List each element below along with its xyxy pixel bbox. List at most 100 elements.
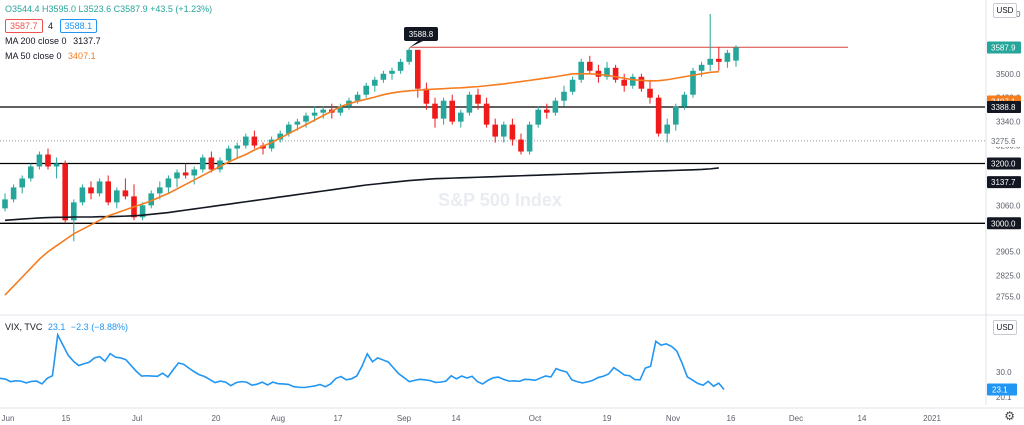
ma50-line xyxy=(4,70,719,296)
candle-body xyxy=(79,187,86,203)
candle-body xyxy=(354,94,361,101)
time-tick-label: Dec xyxy=(789,414,803,423)
candle-body xyxy=(234,145,240,149)
bid-ask-row: 3587.7 4 3588.1 xyxy=(5,19,212,34)
candle-body xyxy=(62,163,68,221)
price-tick-label: 2825.0 xyxy=(996,272,1021,281)
time-tick-label: Sep xyxy=(397,414,412,423)
ask-button[interactable]: 3588.1 xyxy=(59,19,98,33)
price-label: 3275.6 xyxy=(991,137,1016,146)
candle-body xyxy=(311,112,318,116)
candle-body xyxy=(200,157,206,170)
candle-body xyxy=(10,187,17,200)
candle-body xyxy=(569,79,576,92)
candle-body xyxy=(406,49,412,62)
ma50-label: MA 50 close 0 xyxy=(5,51,62,61)
price-tick-label: 3340.0 xyxy=(996,118,1021,127)
spread-value: 4 xyxy=(48,21,54,31)
candle-body xyxy=(647,88,653,98)
candle-body xyxy=(380,73,387,80)
vix-change: −2.3 (−8.88%) xyxy=(70,322,128,332)
time-tick-label: Aug xyxy=(271,414,285,423)
candle-body xyxy=(630,76,636,86)
vix-tick-label: 30.0 xyxy=(996,368,1012,377)
candle-body xyxy=(707,58,713,65)
candle-body xyxy=(432,103,438,119)
candle-body xyxy=(157,187,163,194)
callout-box xyxy=(404,27,438,41)
candle-body xyxy=(122,190,129,197)
price-label-box xyxy=(987,101,1021,114)
vix-axis[interactable]: 30.0 20.123.1 xyxy=(987,368,1017,402)
price-label-box xyxy=(987,217,1021,230)
candle-body xyxy=(552,100,559,113)
vix-legend[interactable]: VIX, TVC 23.1 −2.3 (−8.88%) xyxy=(5,322,128,332)
candle-body xyxy=(673,106,679,125)
vix-tick-label: 20.1 xyxy=(996,393,1012,402)
candle-body xyxy=(225,148,232,161)
candle-body xyxy=(174,172,180,179)
vix-value: 23.1 xyxy=(47,322,66,332)
candle-body xyxy=(53,163,60,167)
vix-last-label-box xyxy=(987,383,1017,396)
candle-body xyxy=(604,67,610,77)
candle-body xyxy=(415,49,421,89)
ma200-line xyxy=(4,167,719,222)
price-axis[interactable]: 3700.03500.03420.03340.03260.03060.02905… xyxy=(985,0,1021,405)
candle-body xyxy=(535,109,541,125)
candle-body xyxy=(286,124,292,134)
ma200-legend[interactable]: MA 200 close 0 3137.7 xyxy=(5,34,212,49)
time-axis[interactable]: Jun 15 Jul 20 Aug 17 Sep 14 Oct 19 Nov 16 Dec 14 2021 xyxy=(0,407,1024,423)
price-tick-label: 3060.0 xyxy=(996,201,1021,210)
gear-icon[interactable]: ⚙ xyxy=(1004,409,1015,423)
candle-body xyxy=(509,124,516,140)
candle-body xyxy=(724,52,731,62)
currency-badge[interactable]: USD xyxy=(993,3,1017,18)
candle-body xyxy=(372,79,378,86)
vix-currency-badge[interactable]: USD xyxy=(993,320,1017,335)
candle-body xyxy=(716,58,722,62)
candle-body xyxy=(664,124,670,134)
candle-body xyxy=(105,181,111,203)
candle-body xyxy=(243,136,249,146)
time-tick-label: 16 xyxy=(727,414,736,423)
candle-body xyxy=(655,97,662,134)
candle-body xyxy=(423,88,430,104)
bid-button[interactable]: 3587.7 xyxy=(5,19,43,33)
time-tick-label: Jul xyxy=(132,414,142,423)
candle-body xyxy=(88,187,94,194)
price-label: 3388.8 xyxy=(991,103,1016,112)
vix-label: VIX, TVC xyxy=(5,322,43,332)
time-tick-label: Oct xyxy=(529,414,542,423)
ohlc-readout: O3544.4 H3595.0 L3523.6 C3587.9 +43.5 (+… xyxy=(5,4,213,14)
candle-body xyxy=(268,139,275,149)
ma200-label: MA 200 close 0 xyxy=(5,36,67,46)
horizontal-lines xyxy=(0,46,985,224)
candle-body xyxy=(397,61,404,71)
candle-body xyxy=(501,124,507,137)
candle-body xyxy=(526,124,533,152)
candle-body xyxy=(294,121,301,125)
price-label-box xyxy=(987,157,1021,170)
candle-body xyxy=(139,205,146,218)
time-tick-label: 19 xyxy=(603,414,612,423)
candle-body xyxy=(638,76,645,89)
candle-body xyxy=(19,178,25,188)
candle-body xyxy=(621,79,627,86)
ma50-value: 3407.1 xyxy=(68,51,96,61)
time-tick-label: 2021 xyxy=(923,414,941,423)
candle-body xyxy=(733,47,739,61)
candle-body xyxy=(440,100,447,119)
price-callout: 3588.8 xyxy=(404,27,438,48)
candle-body xyxy=(518,139,524,152)
watermark: S&P 500 Index xyxy=(438,190,562,210)
main-legend: O3544.4 H3595.0 L3523.6 C3587.9 +43.5 (+… xyxy=(5,2,212,64)
candle-body xyxy=(544,109,550,113)
candle-body xyxy=(114,190,120,203)
price-label-box xyxy=(987,176,1021,189)
callout-value: 3588.8 xyxy=(409,30,434,39)
ma50-legend[interactable]: MA 50 close 0 3407.1 xyxy=(5,49,212,64)
candle-body xyxy=(389,70,395,74)
price-label-box xyxy=(987,41,1021,54)
